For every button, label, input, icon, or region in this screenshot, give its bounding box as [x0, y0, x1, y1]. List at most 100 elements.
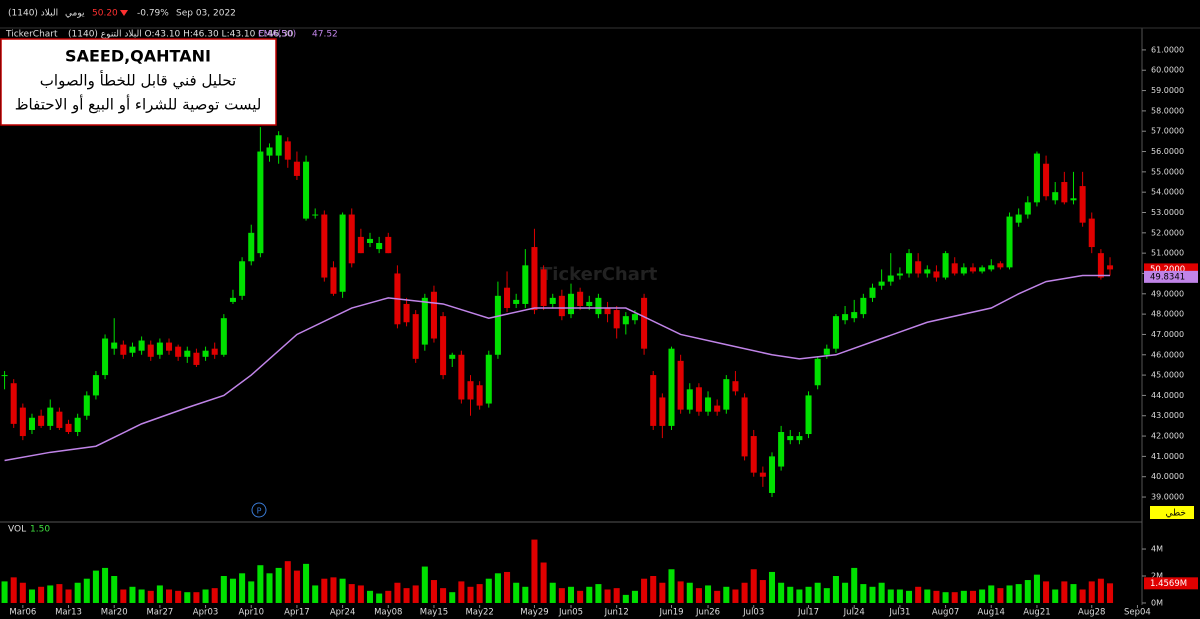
volume-bar	[1097, 578, 1104, 603]
candle-body	[1061, 182, 1068, 203]
candle-body	[147, 344, 154, 357]
volume-bar	[1033, 574, 1040, 603]
candle-body	[120, 344, 127, 355]
volume-bar	[111, 576, 118, 603]
candle-body	[650, 375, 657, 426]
volume-bar	[1006, 585, 1013, 603]
candle-body	[266, 147, 273, 156]
volume-bar	[175, 590, 182, 603]
volume-bar	[220, 576, 227, 603]
candle-body	[494, 295, 501, 355]
volume-bar	[138, 589, 145, 603]
volume-bar	[1107, 583, 1114, 603]
value-tag-label: 49.8341	[1150, 272, 1185, 282]
candle-body	[330, 267, 337, 294]
ema-value: 47.52	[312, 30, 338, 40]
vol-label: VOL	[8, 525, 26, 535]
x-tick-label: May22	[465, 608, 493, 618]
scale-button-text[interactable]: خطي	[1166, 509, 1186, 519]
candle-body	[385, 236, 392, 254]
candle-body	[430, 291, 437, 339]
x-tick-label: Sep04	[1124, 608, 1151, 618]
volume-bar	[494, 573, 501, 603]
volume-bar	[412, 585, 419, 603]
candle-body	[56, 411, 63, 428]
x-tick-label: Aug21	[1023, 608, 1050, 618]
x-tick-label: Jun05	[558, 608, 583, 618]
candle-body	[832, 316, 839, 349]
volume-bar	[750, 569, 757, 603]
volume-bar	[586, 586, 593, 603]
x-tick-label: Aug28	[1078, 608, 1105, 618]
volume-bar	[832, 576, 839, 603]
note-box	[0, 38, 277, 126]
candle-body	[631, 314, 638, 321]
candle-body	[969, 267, 976, 272]
candle-body	[102, 338, 109, 376]
candle-body	[376, 242, 383, 250]
volume-bar	[1070, 584, 1077, 603]
candle-body	[558, 295, 565, 317]
candle-body	[887, 275, 894, 282]
candle-body	[787, 436, 794, 441]
y-tick-label: 43.0000	[1151, 411, 1184, 420]
value-tag	[1144, 270, 1198, 283]
app-name: TickerChart	[5, 30, 58, 40]
y-tick-label: 40.0000	[1151, 472, 1184, 481]
volume-bar	[229, 578, 236, 603]
scale-button[interactable]	[1150, 506, 1194, 519]
candle-body	[312, 214, 319, 216]
candle-body	[1024, 202, 1031, 215]
volume-bar	[778, 582, 785, 603]
value-tag-label: 50.2000	[1150, 265, 1185, 275]
p-badge[interactable]	[251, 502, 267, 518]
volume-bar	[695, 588, 702, 603]
volume-bar	[129, 586, 136, 603]
candle-body	[741, 397, 748, 457]
volume-bar	[211, 588, 218, 603]
candle-body	[805, 395, 812, 435]
note-line: تحليل فني قابل للخطأ والصواب	[40, 70, 236, 91]
value-tag	[1144, 577, 1198, 590]
volume-bar	[805, 586, 812, 603]
watermark: TickerChart	[540, 264, 658, 285]
volume-bar	[321, 578, 328, 603]
candle-body	[229, 297, 236, 302]
candle-body	[997, 263, 1004, 268]
volume-bar	[120, 589, 127, 603]
volume-bar	[65, 589, 72, 603]
candle-body	[823, 348, 830, 355]
volume-bar	[10, 577, 17, 603]
volume-bar	[458, 581, 465, 603]
candle-body	[366, 238, 374, 243]
candle-body	[604, 308, 611, 315]
candle-body	[768, 456, 776, 493]
p-badge-text[interactable]: P	[257, 507, 262, 516]
y2-tick-label: 0M	[1151, 598, 1163, 607]
volume-bar	[942, 592, 949, 603]
volume-bar	[641, 578, 648, 603]
volume-bar	[531, 539, 538, 603]
volume-bar	[988, 585, 995, 603]
volume-bar	[92, 570, 99, 603]
x-tick-label: May15	[420, 608, 448, 618]
x-tick-label: Apr03	[193, 608, 219, 618]
volume-bar	[239, 573, 246, 603]
candle-body	[412, 314, 419, 359]
volume-bar	[887, 589, 894, 603]
candle-body	[878, 281, 885, 286]
y-tick-label: 59.0000	[1151, 86, 1184, 95]
candle-body	[239, 261, 246, 296]
volume-bar	[147, 590, 154, 603]
note-name: SAEED,QAHTANI	[65, 47, 211, 66]
candle-body	[467, 381, 474, 400]
last-price: 50.20	[92, 9, 118, 19]
candle-body	[686, 389, 693, 410]
volume-bar	[796, 589, 803, 603]
candle-body	[988, 265, 995, 270]
candle-body	[74, 417, 81, 432]
symbol: البلاد (1140)	[8, 9, 58, 19]
volume-bar	[878, 582, 885, 603]
volume-bar	[522, 586, 529, 603]
volume-bar	[83, 578, 90, 603]
